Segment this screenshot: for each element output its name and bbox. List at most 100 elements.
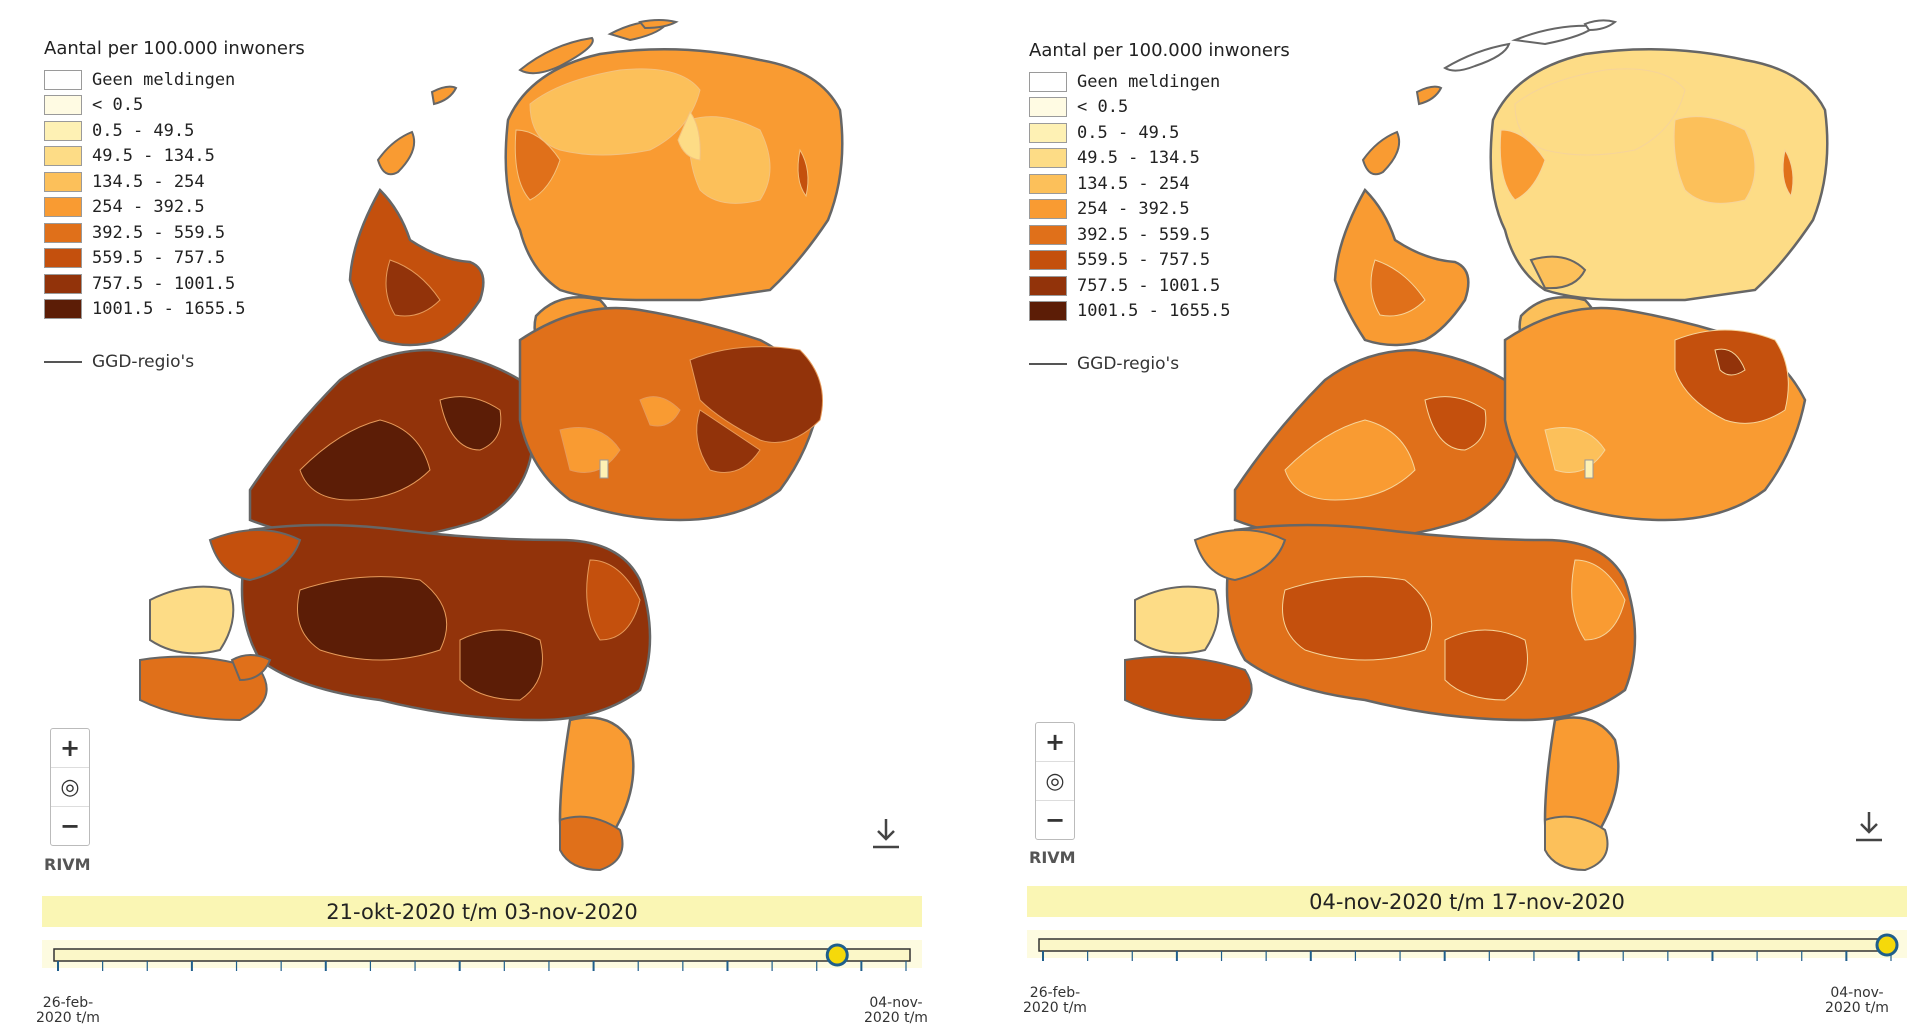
legend-swatch [44, 146, 82, 167]
legend-item: 392.5 - 559.5 [44, 220, 305, 246]
legend-label: < 0.5 [1077, 97, 1129, 118]
legend-swatch [44, 273, 82, 294]
legend-swatch [44, 95, 82, 116]
legend-rows: Geen meldingen < 0.5 0.5 - 49.5 49.5 - 134.… [44, 67, 305, 322]
slider-end-label: 04-nov- 2020 t/m [1825, 985, 1889, 1016]
legend-item: Geen meldingen [44, 67, 305, 93]
legend-title: Aantal per 100.000 inwoners [44, 38, 305, 59]
legend-label: 1001.5 - 1655.5 [1077, 301, 1231, 322]
legend-label: 0.5 - 49.5 [1077, 122, 1180, 143]
legend-item: 1001.5 - 1655.5 [1029, 299, 1290, 325]
legend-swatch [1029, 97, 1067, 118]
legend-label: 559.5 - 757.5 [92, 248, 226, 269]
netherlands-map[interactable] [0, 0, 960, 880]
slider-handle [1875, 933, 1899, 957]
legend-swatch [1029, 275, 1067, 296]
zoom-out-button[interactable]: − [1044, 806, 1066, 834]
legend-title: Aantal per 100.000 inwoners [1029, 40, 1290, 61]
ggd-line-symbol [44, 361, 82, 363]
zoom-control: + ◎ − [50, 728, 90, 846]
legend-label: 559.5 - 757.5 [1077, 250, 1211, 271]
legend-swatch [44, 197, 82, 218]
slider-track [53, 948, 911, 962]
source-label: RIVM [1029, 848, 1076, 867]
download-icon[interactable] [868, 815, 904, 851]
period-label: 21-okt-2020 t/m 03-nov-2020 [42, 896, 922, 927]
legend-item: 559.5 - 757.5 [1029, 248, 1290, 274]
slider-start-label: 26-feb- 2020 t/m [36, 995, 100, 1026]
legend-swatch [1029, 148, 1067, 169]
map-panel-right: Aantal per 100.000 inwoners Geen melding… [985, 0, 1920, 1021]
period-label: 04-nov-2020 t/m 17-nov-2020 [1027, 886, 1907, 917]
time-slider[interactable] [1027, 930, 1907, 961]
legend-label: 134.5 - 254 [92, 171, 205, 192]
legend-item: 49.5 - 134.5 [1029, 146, 1290, 172]
legend-item: 134.5 - 254 [1029, 171, 1290, 197]
legend-swatch [1029, 173, 1067, 194]
legend-label: 254 - 392.5 [1077, 199, 1190, 220]
legend-swatch [44, 69, 82, 90]
legend-item: 757.5 - 1001.5 [44, 271, 305, 297]
legend-item: 1001.5 - 1655.5 [44, 297, 305, 323]
legend-label: 0.5 - 49.5 [92, 120, 195, 141]
zoom-in-button[interactable]: + [59, 734, 81, 762]
source-label: RIVM [44, 855, 91, 874]
ggd-legend-item: GGD-regio's [1029, 354, 1290, 374]
legend-label: < 0.5 [92, 95, 144, 116]
legend-item: 134.5 - 254 [44, 169, 305, 195]
ggd-line-symbol [1029, 363, 1067, 365]
map-legend: Aantal per 100.000 inwoners Geen melding… [1029, 40, 1290, 374]
legend-item: 254 - 392.5 [44, 195, 305, 221]
legend-swatch [1029, 250, 1067, 271]
legend-item: 392.5 - 559.5 [1029, 222, 1290, 248]
legend-swatch [44, 171, 82, 192]
legend-label: 392.5 - 559.5 [1077, 224, 1211, 245]
legend-label: Geen meldingen [92, 69, 236, 90]
zoom-control: + ◎ − [1035, 722, 1075, 840]
slider-handle [825, 943, 849, 967]
download-icon[interactable] [1851, 808, 1887, 844]
legend-label: 1001.5 - 1655.5 [92, 299, 246, 320]
legend-label: 757.5 - 1001.5 [92, 273, 236, 294]
legend-item: 0.5 - 49.5 [44, 118, 305, 144]
legend-label: 757.5 - 1001.5 [1077, 275, 1221, 296]
map-panel-left: Aantal per 100.000 inwoners Geen melding… [0, 0, 960, 1026]
ggd-legend-item: GGD-regio's [44, 352, 305, 372]
legend-label: 392.5 - 559.5 [92, 222, 226, 243]
time-slider[interactable] [42, 940, 922, 971]
legend-item: Geen meldingen [1029, 69, 1290, 95]
legend-item: 0.5 - 49.5 [1029, 120, 1290, 146]
slider-track-svg[interactable] [42, 940, 922, 1020]
slider-start-label: 26-feb- 2020 t/m [1023, 985, 1087, 1016]
legend-swatch [1029, 301, 1067, 322]
locate-button[interactable]: ◎ [51, 767, 89, 807]
legend-swatch [44, 120, 82, 141]
legend-label: 134.5 - 254 [1077, 173, 1190, 194]
locate-button[interactable]: ◎ [1036, 761, 1074, 801]
legend-item: 49.5 - 134.5 [44, 144, 305, 170]
legend-item: 757.5 - 1001.5 [1029, 273, 1290, 299]
legend-rows: Geen meldingen < 0.5 0.5 - 49.5 49.5 - 134.… [1029, 69, 1290, 324]
legend-swatch [1029, 224, 1067, 245]
legend-item: < 0.5 [1029, 95, 1290, 121]
legend-swatch [44, 222, 82, 243]
legend-item: 254 - 392.5 [1029, 197, 1290, 223]
legend-label: 254 - 392.5 [92, 197, 205, 218]
slider-end-label: 04-nov- 2020 t/m [864, 995, 928, 1026]
zoom-in-button[interactable]: + [1044, 728, 1066, 756]
legend-item: < 0.5 [44, 93, 305, 119]
ggd-label: GGD-regio's [92, 352, 195, 372]
legend-swatch [1029, 199, 1067, 220]
zoom-out-button[interactable]: − [59, 812, 81, 840]
legend-item: 559.5 - 757.5 [44, 246, 305, 272]
map-legend: Aantal per 100.000 inwoners Geen melding… [44, 38, 305, 372]
netherlands-map[interactable] [985, 0, 1920, 880]
slider-track [1038, 938, 1896, 952]
legend-label: 49.5 - 134.5 [92, 146, 215, 167]
legend-swatch [44, 248, 82, 269]
ggd-label: GGD-regio's [1077, 354, 1180, 374]
legend-swatch [1029, 122, 1067, 143]
legend-swatch [44, 299, 82, 320]
slider-track-svg[interactable] [1027, 930, 1907, 1010]
legend-label: Geen meldingen [1077, 71, 1221, 92]
